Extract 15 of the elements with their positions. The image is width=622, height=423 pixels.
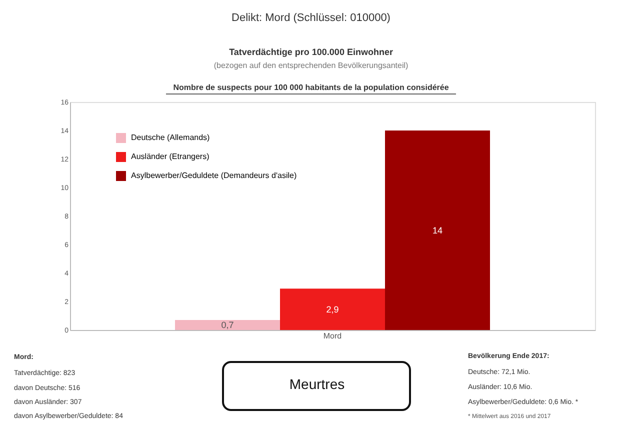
bar (385, 130, 490, 330)
data-label: 14 (432, 225, 443, 236)
bar (280, 288, 385, 330)
text: (bezogen auf den entsprechenden Bevölkerungsanteil) (214, 61, 409, 70)
legend-label: Deutsche (Allemands) (131, 133, 210, 142)
x-tick-label: Mord (323, 332, 342, 340)
legend-label: Ausländer (Etrangers) (131, 152, 210, 161)
data-label: 0,7 (221, 320, 234, 330)
chart-title: Delikt: Mord (Schlüssel: 010000) (232, 12, 390, 24)
legend-label: Asylbewerber/Geduldete (Demandeurs d'asile) (131, 171, 297, 180)
chart-subtitle: Tatverdächtige pro 100.000 Einwohner (229, 47, 394, 57)
text: Meurtres (289, 376, 345, 392)
bar (175, 320, 280, 330)
data-label: 2,9 (326, 304, 339, 314)
text: Nombre de suspects pour 100 000 habitants de la population considérée (173, 83, 450, 92)
